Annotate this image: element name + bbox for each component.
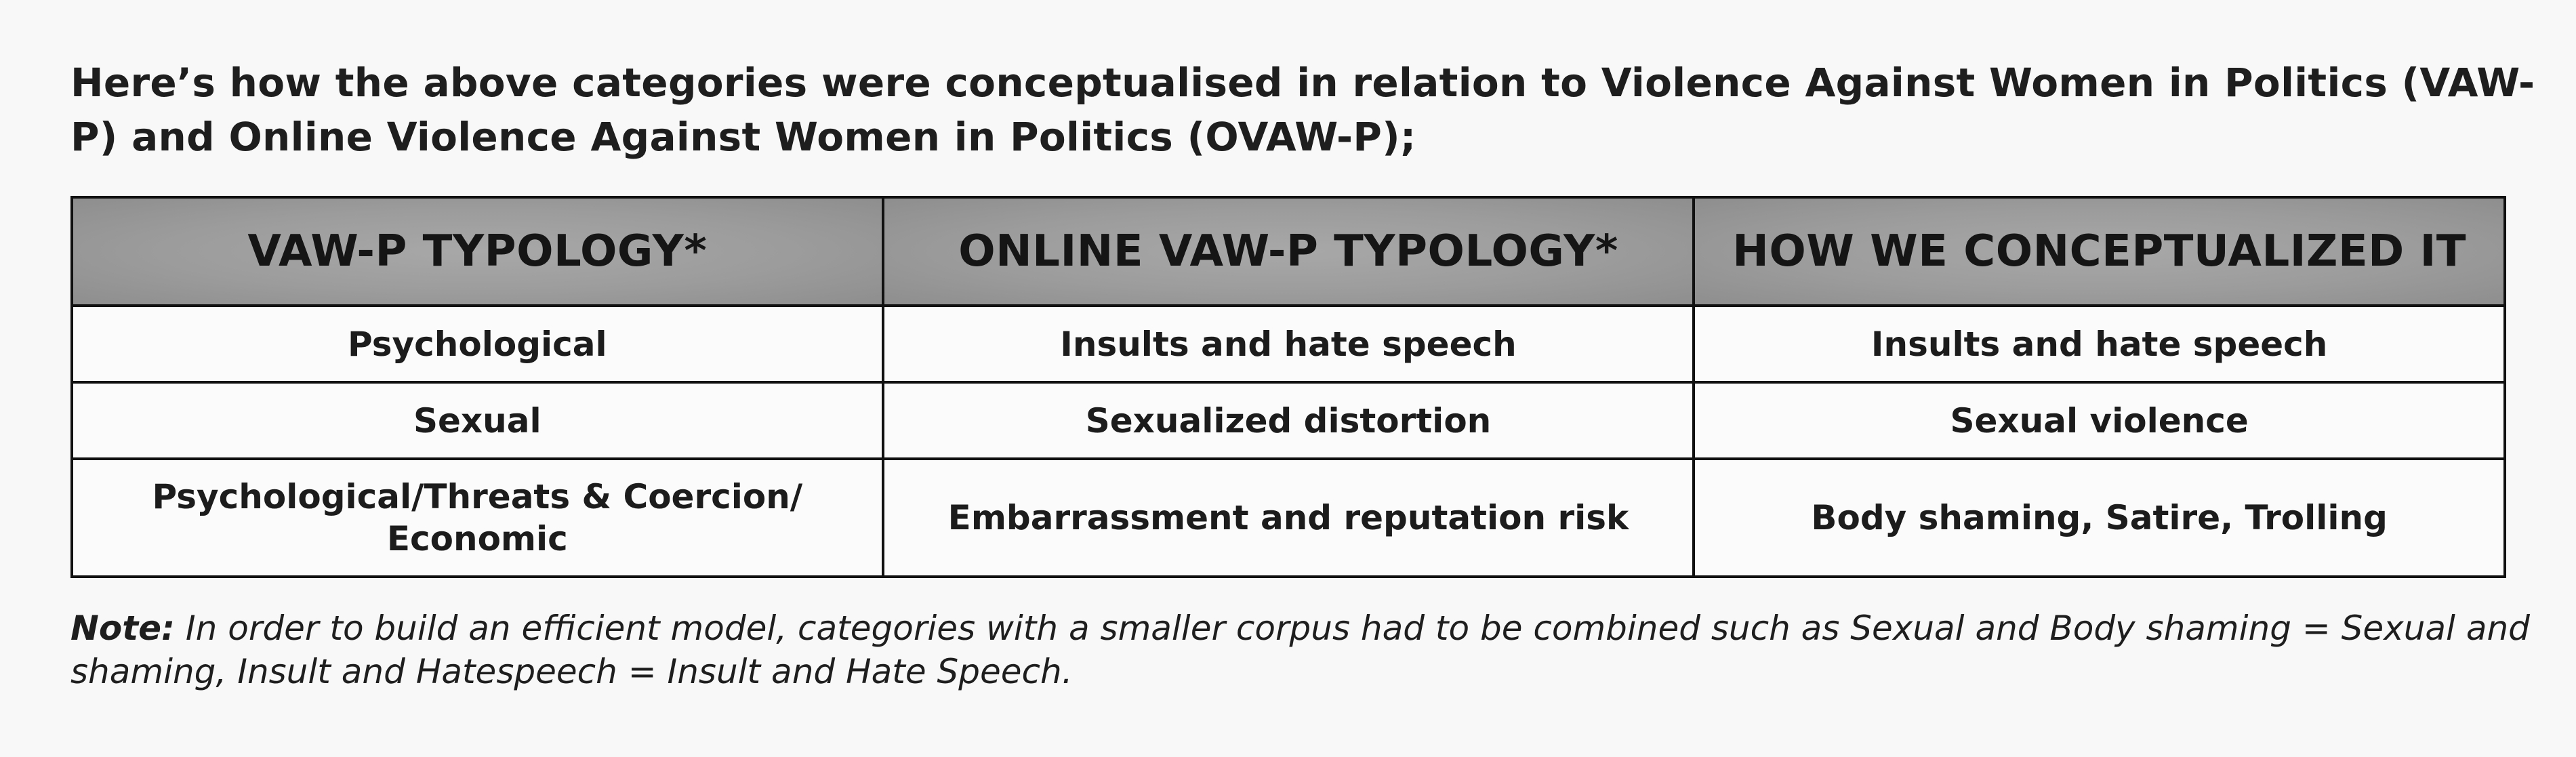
table-row: Psychological Insults and hate speech In… [70, 304, 2506, 384]
table-cell: Sexualized distortion [881, 381, 1696, 461]
table-cell: Insults and hate speech [1692, 304, 2506, 384]
intro-text: Here’s how the above categories were con… [70, 60, 2535, 160]
note-label: Note: [70, 609, 176, 648]
table-cell: Sexual violence [1692, 381, 2506, 461]
header-vawp-typology: VAW-P TYPOLOGY* [70, 196, 884, 307]
header-online-vawp-typology: ONLINE VAW-P TYPOLOGY* [881, 196, 1696, 307]
table-cell: Embarrassment and reputation risk [881, 457, 1696, 578]
typology-table: VAW-P TYPOLOGY* ONLINE VAW-P TYPOLOGY* H… [70, 196, 2506, 578]
table-cell: Body shaming, Satire, Trolling [1692, 457, 2506, 578]
table-cell: Insults and hate speech [881, 304, 1696, 384]
table-row: Sexual Sexualized distortion Sexual viol… [70, 381, 2506, 461]
table-header-row: VAW-P TYPOLOGY* ONLINE VAW-P TYPOLOGY* H… [70, 196, 2506, 307]
header-how-conceptualized: HOW WE CONCEPTUALIZED IT [1692, 196, 2506, 307]
table-cell: Sexual [70, 381, 884, 461]
note-text: In order to build an efficient model, ca… [70, 609, 2530, 691]
table-cell: Psychological/Threats & Coercion/ Econom… [70, 457, 884, 578]
table-cell: Psychological [70, 304, 884, 384]
table-row: Psychological/Threats & Coercion/ Econom… [70, 457, 2506, 578]
note-paragraph: Note: In order to build an efficient mod… [70, 607, 2537, 693]
